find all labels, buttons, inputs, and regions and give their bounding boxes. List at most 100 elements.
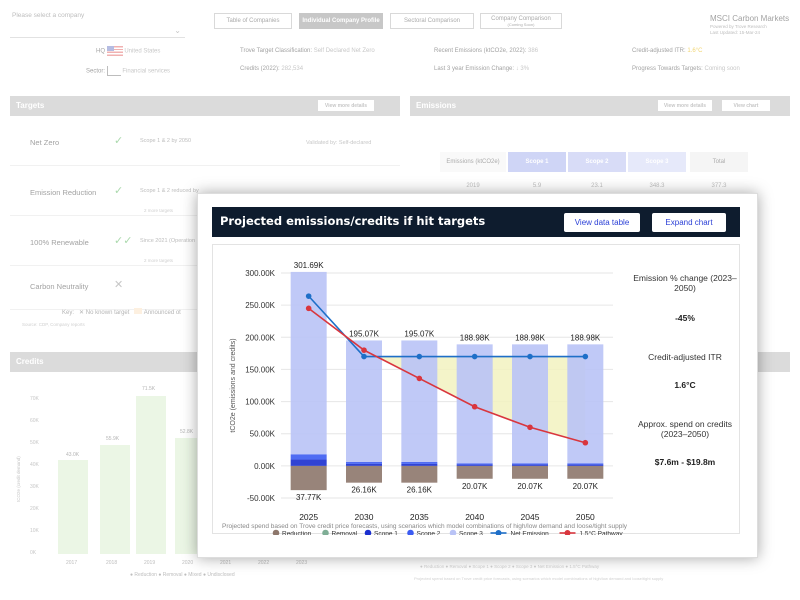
point-1-5-c-pathway [471, 403, 478, 410]
year-label: 2020 [182, 560, 194, 566]
bar-top-label: 195.07K [349, 329, 379, 338]
tab-table-of-companies[interactable]: Table of Companies [214, 13, 292, 29]
tab-label: Individual Company Profile [302, 18, 380, 24]
targets-key: Key: ✕ No known target Announced ot [62, 308, 181, 316]
credits-title: Credits [16, 357, 44, 366]
y-tick: 30K [30, 484, 39, 490]
projected-emissions-modal: Projected emissions/credits if hit targe… [197, 193, 758, 558]
target-sub[interactable]: 2 more targets [144, 208, 174, 213]
bar-scope-3 [401, 340, 438, 462]
bar-reduction [456, 465, 493, 479]
credits-value: 282,534 [281, 66, 304, 72]
chart-footnote: Projected spend based on Trove credit pr… [222, 523, 628, 530]
bar-bottom-label: 20.07K [462, 482, 488, 491]
bar-scope-1 [512, 464, 548, 466]
y-tick-label: 0.00K [254, 462, 276, 471]
bar-scope-2 [346, 462, 382, 464]
bar-scope-2 [401, 462, 438, 464]
check-icon: ✓ [114, 135, 124, 147]
bar-label: 52.8K [180, 429, 194, 435]
bar-bottom-label: 20.07K [573, 482, 599, 491]
emission-change-title: Emission % change (2023–2050) [633, 273, 737, 293]
target-sub[interactable]: 2 more targets [144, 258, 174, 263]
bar-label: 43.0K [66, 452, 80, 458]
bar-top-label: 188.98K [570, 333, 600, 342]
arrow-down-icon: ↓ [515, 66, 519, 72]
point-1-5-c-pathway [582, 439, 589, 446]
targets-details-button[interactable]: View more details [318, 100, 374, 111]
brand-subtitle: Powered by Trove Research [710, 24, 767, 29]
point-net-emission [416, 353, 423, 360]
year-label: 2022 [258, 560, 270, 566]
tab-sublabel: (Coming Soon) [507, 21, 535, 27]
em-header-cell: Scope 1 [508, 152, 566, 172]
point-net-emission [527, 353, 533, 360]
bar-bottom-label: 37.77K [296, 493, 322, 502]
year-label: 2018 [106, 560, 118, 566]
legend-marker [449, 529, 457, 535]
legend-marker [322, 529, 329, 535]
emissions-details-button[interactable]: View more details [658, 100, 712, 111]
x-tick-label: 2030 [355, 512, 374, 522]
y-tick: 40K [30, 462, 39, 468]
legend-label: Scope 2 [417, 531, 441, 536]
tab-label: Company Comparison [491, 15, 551, 22]
targets-title: Targets [16, 101, 45, 110]
check-icon: ✓ [114, 185, 124, 197]
line-1-5-c-pathway [308, 307, 586, 444]
brand-title: MSCI Carbon Markets [710, 14, 790, 23]
view-data-table-button[interactable]: View data table [564, 213, 640, 232]
hq-value: United States [124, 48, 161, 55]
emissions-chart-button[interactable]: View chart [722, 100, 770, 111]
point-net-emission [582, 353, 589, 360]
tab-company-comparison[interactable]: Company Comparison (Coming Soon) [480, 13, 562, 29]
key-no-target: No known target [85, 310, 130, 316]
y-tick: 60K [30, 418, 39, 424]
itr-title: Credit-adjusted ITR [648, 352, 722, 362]
bar-scope-3 [456, 344, 493, 464]
y-tick: 0K [30, 550, 37, 556]
y-tick-label: 300.00K [245, 269, 275, 278]
credit-bar [100, 445, 130, 554]
y-tick-label: 100.00K [245, 398, 275, 407]
target-desc: Scope 1 & 2 reduced by [140, 188, 199, 194]
bar-scope-2 [456, 463, 493, 465]
target-name: Emission Reduction [30, 188, 97, 197]
em-header-cell: Emissions (ktCO2e) [440, 152, 506, 172]
x-tick-label: 2050 [576, 512, 595, 522]
bar-scope-2 [512, 463, 548, 465]
button-label: Expand chart [665, 218, 713, 227]
year-label: 2021 [220, 560, 232, 566]
trove-value: Self Declared Net Zero [313, 48, 375, 54]
em-cell: 5.9 [532, 183, 542, 189]
progress-label: Progress Towards Targets: [632, 66, 703, 72]
legend-label: Removal [332, 531, 358, 536]
modal-title: Projected emissions/credits if hit targe… [220, 214, 486, 228]
em-cell: 2019 [466, 183, 480, 189]
target-row-net-zero: Net Zero ✓ Scope 1 & 2 by 2050 Validated… [10, 122, 400, 166]
bar-bottom-label: 26.16K [407, 486, 433, 495]
recent-emissions-info: Recent Emissions (ktCO2e, 2022): 386 [434, 48, 538, 54]
tab-individual-company-profile[interactable]: Individual Company Profile [299, 13, 383, 29]
key-announced: Announced ot [143, 310, 181, 316]
em-header-cell: Total [690, 152, 748, 172]
bar-label: 55.9K [106, 436, 120, 442]
year-label: 2019 [144, 560, 156, 566]
company-select[interactable]: Please select a company ⌄ [10, 12, 185, 38]
point-1-5-c-pathway [527, 424, 533, 431]
y-tick-label: 50.00K [250, 430, 276, 439]
legend-marker [272, 529, 280, 535]
emissions-title: Emissions [416, 101, 457, 110]
bar-scope-2 [290, 454, 327, 460]
close-icon: ✕ [114, 279, 124, 291]
bar-scope-1 [401, 463, 438, 466]
button-label: View chart [733, 102, 759, 109]
expand-chart-button[interactable]: Expand chart [652, 213, 726, 232]
bar-scope-1 [567, 464, 604, 466]
emissions-panel: Emissions View more details View chart E… [410, 96, 790, 196]
x-tick-label: 2035 [410, 512, 429, 522]
y-tick: 10K [30, 528, 39, 534]
x-tick-label: 2025 [299, 512, 318, 522]
itr-label: Credit-adjusted ITR: [632, 48, 686, 54]
tab-sectoral-comparison[interactable]: Sectoral Comparison [390, 13, 474, 29]
